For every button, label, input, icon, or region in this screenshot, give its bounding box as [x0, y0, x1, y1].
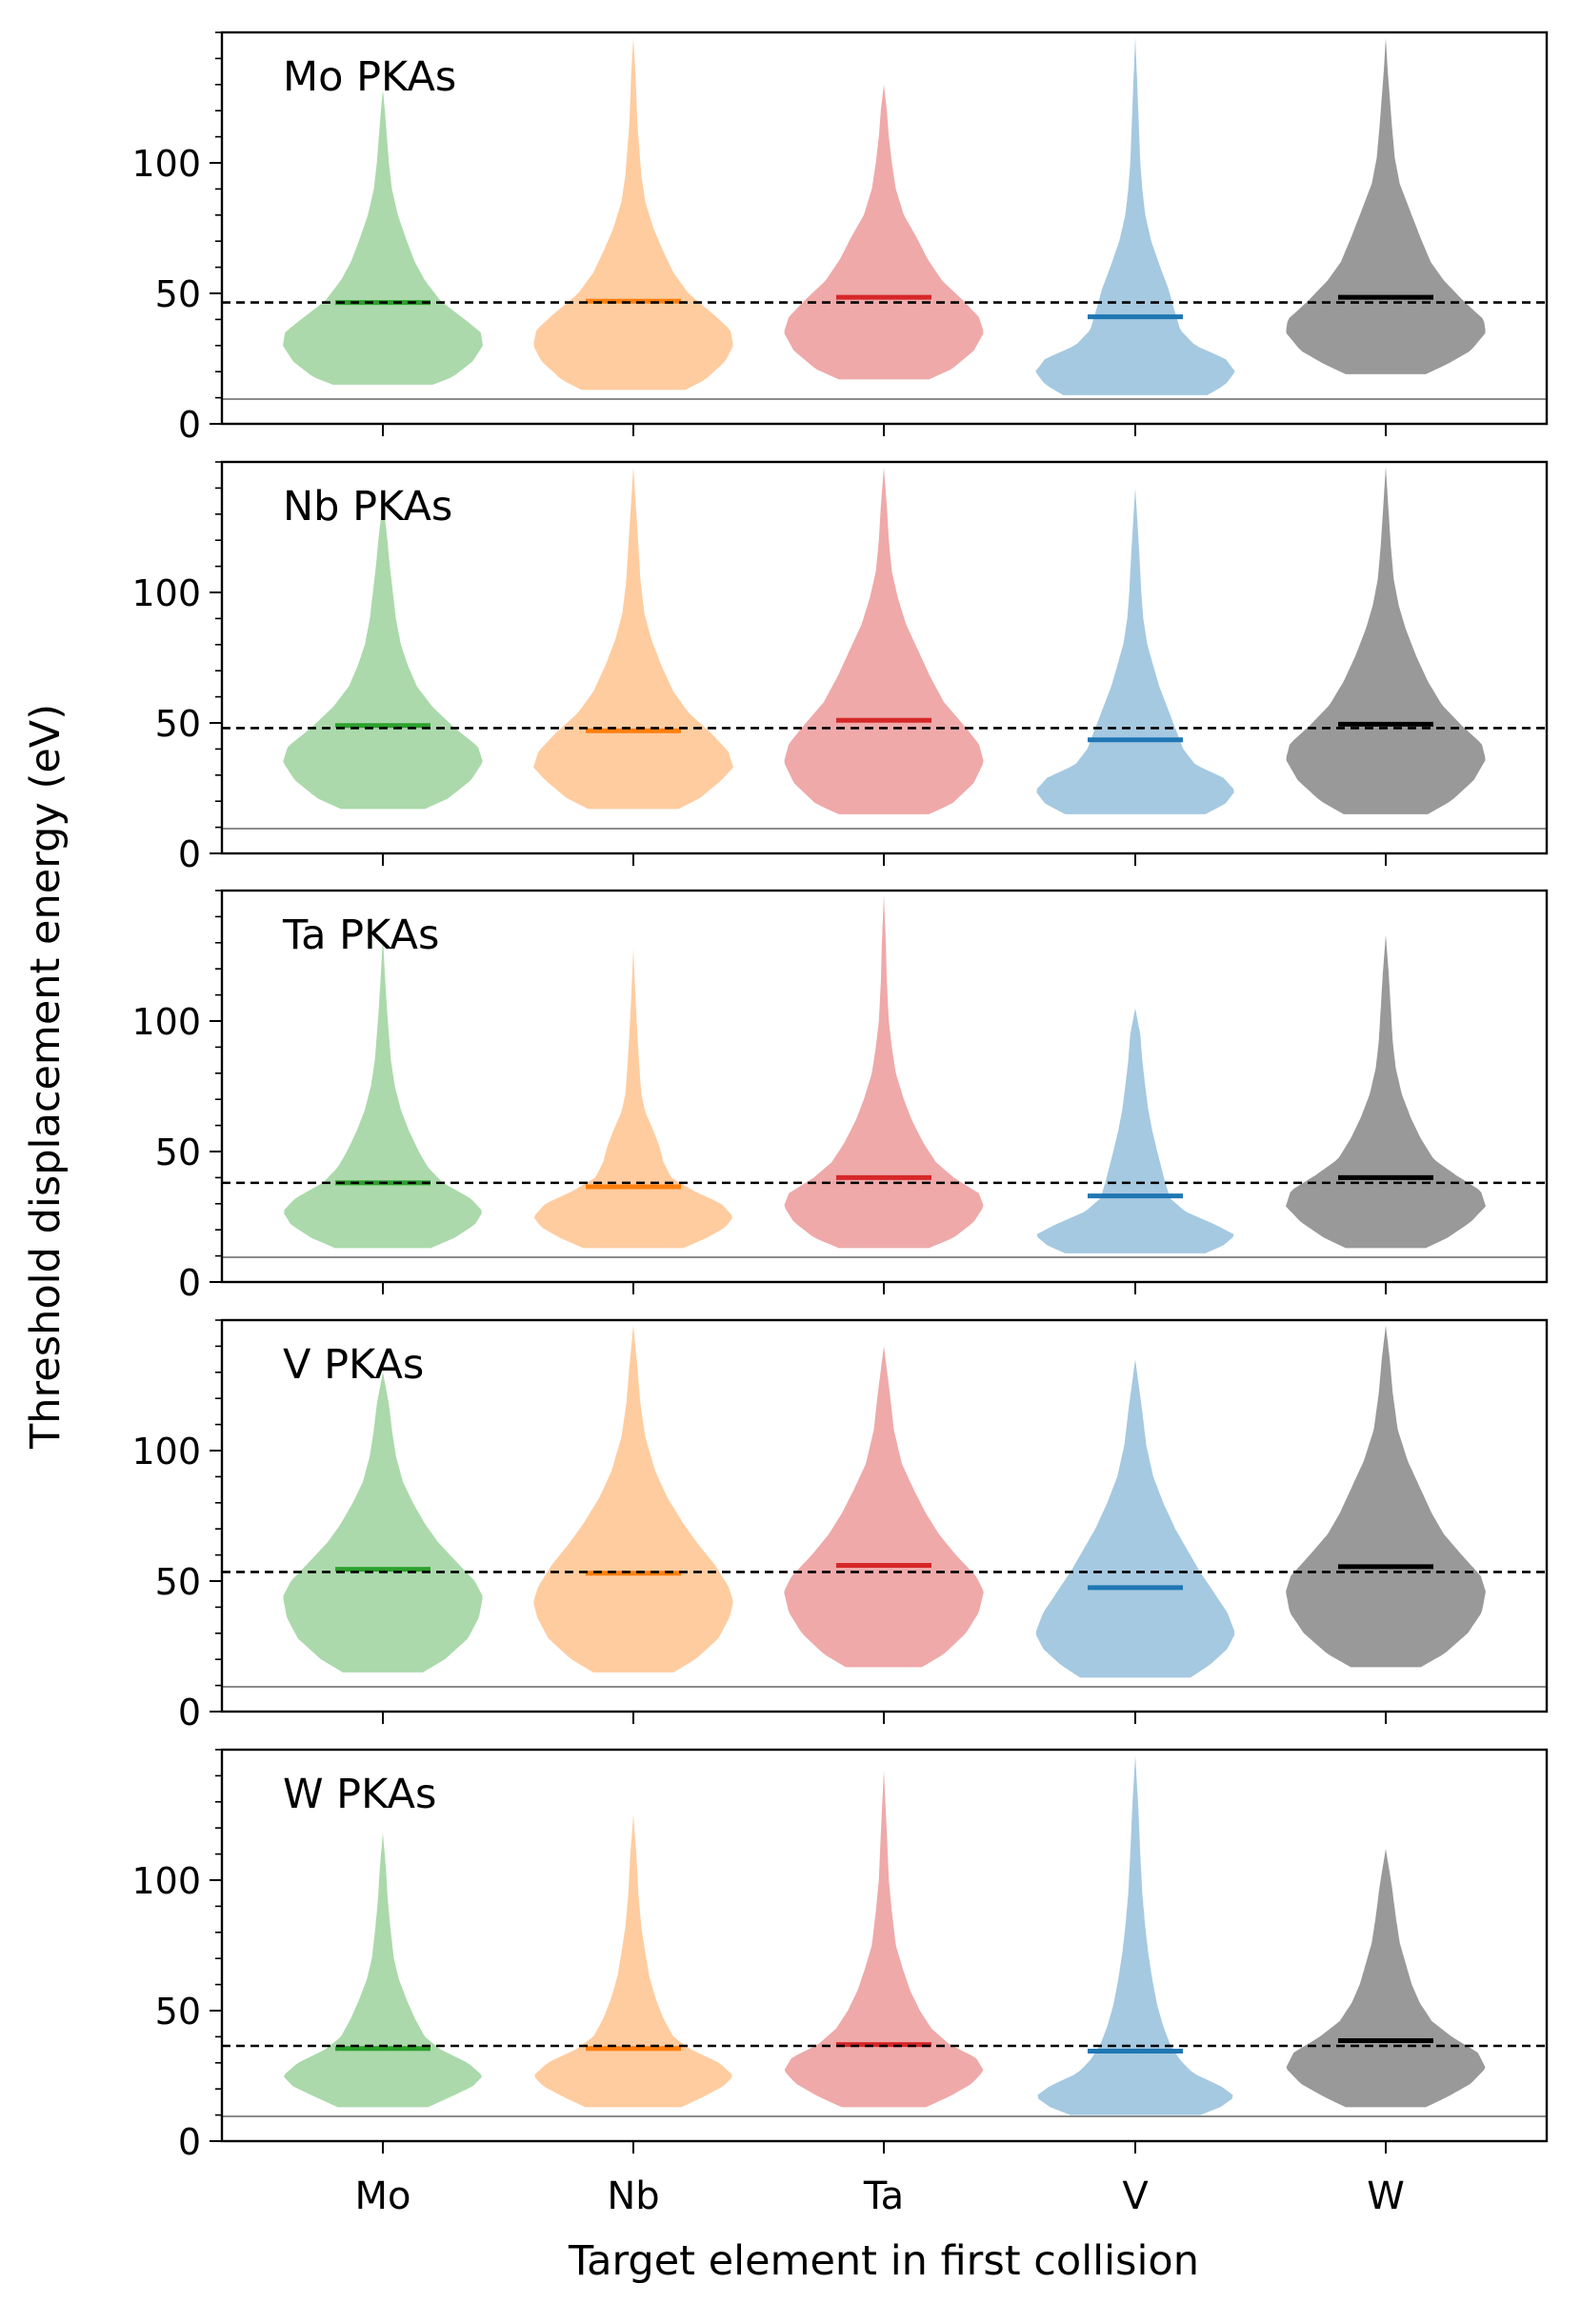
y-tick-label: 50	[155, 703, 201, 745]
violin-mo	[283, 90, 483, 385]
violin-nb	[533, 37, 733, 391]
violin-mo	[283, 1372, 483, 1673]
violin-w	[1286, 934, 1486, 1249]
y-tick-label: 100	[131, 1001, 201, 1043]
y-tick-label: 0	[178, 1262, 201, 1304]
y-tick-label: 0	[178, 1692, 201, 1733]
y-tick-label: 0	[178, 2121, 201, 2163]
violin-v	[1036, 1008, 1234, 1253]
panel-4: 0 50 100 V PKAs	[131, 1318, 1549, 1733]
violin-ta	[784, 1770, 984, 2108]
violin-w	[1286, 1849, 1486, 2108]
panel-label: Nb PKAs	[283, 483, 452, 531]
panel-3: 0 50 100 Ta PKAs	[131, 889, 1549, 1304]
violin-ta	[784, 1346, 984, 1668]
panel-frame	[220, 30, 1549, 426]
y-tick-label: 50	[155, 273, 201, 315]
x-tick-label-w: W	[1367, 2174, 1405, 2218]
y-tick-label: 100	[131, 1431, 201, 1473]
y-tick-label: 50	[155, 1132, 201, 1173]
y-tick-label: 0	[178, 404, 201, 446]
panel-label: W PKAs	[283, 1771, 436, 1818]
panel-frame	[220, 1748, 1549, 2143]
violin-nb	[533, 1325, 733, 1673]
y-tick-label: 50	[155, 1561, 201, 1603]
panel-label: V PKAs	[283, 1341, 424, 1389]
violin-w	[1286, 1325, 1486, 1668]
y-axis-label: Threshold displacement energy (eV)	[22, 704, 70, 1450]
x-tick-label-v: V	[1122, 2174, 1149, 2218]
violin-ta	[784, 84, 984, 380]
panel-frame	[220, 889, 1549, 1284]
x-tick-label-nb: Nb	[607, 2174, 659, 2218]
violin-nb	[533, 467, 733, 810]
panel-5: 0 50 100 W PKAs	[131, 1748, 1549, 2163]
violin-w	[1286, 467, 1486, 814]
y-tick-label: 100	[131, 572, 201, 614]
violin-ta	[784, 467, 984, 814]
violin-mo	[283, 1833, 483, 2108]
panel-2: 0 50 100 Nb PKAs	[131, 460, 1549, 875]
violin-v	[1035, 37, 1235, 395]
y-tick-label: 100	[131, 1860, 201, 1902]
violin-mo	[284, 937, 482, 1249]
x-tick-label-ta: Ta	[863, 2174, 904, 2218]
violin-nb	[534, 948, 732, 1249]
y-tick-label: 0	[178, 833, 201, 875]
violin-w	[1286, 37, 1486, 374]
panel-frame	[220, 460, 1549, 855]
violin-v	[1037, 1754, 1233, 2115]
y-tick-label: 50	[155, 1991, 201, 2033]
violin-mo	[283, 501, 483, 810]
panel-1: 0 50 100 Mo PKAs	[131, 30, 1549, 446]
panel-label: Mo PKAs	[283, 53, 456, 101]
x-axis-label: Target element in first collision	[568, 2237, 1199, 2285]
panel-label: Ta PKAs	[282, 912, 439, 959]
violin-v	[1035, 1359, 1235, 1678]
panel-frame	[220, 1318, 1549, 1713]
violin-v	[1036, 488, 1234, 814]
violin-nb	[534, 1814, 732, 2108]
violin-ta	[784, 895, 984, 1249]
x-tick-label-mo: Mo	[355, 2174, 411, 2218]
y-tick-label: 100	[131, 143, 201, 185]
x-axis-ticks: Mo Nb Ta V W	[355, 2174, 1405, 2218]
